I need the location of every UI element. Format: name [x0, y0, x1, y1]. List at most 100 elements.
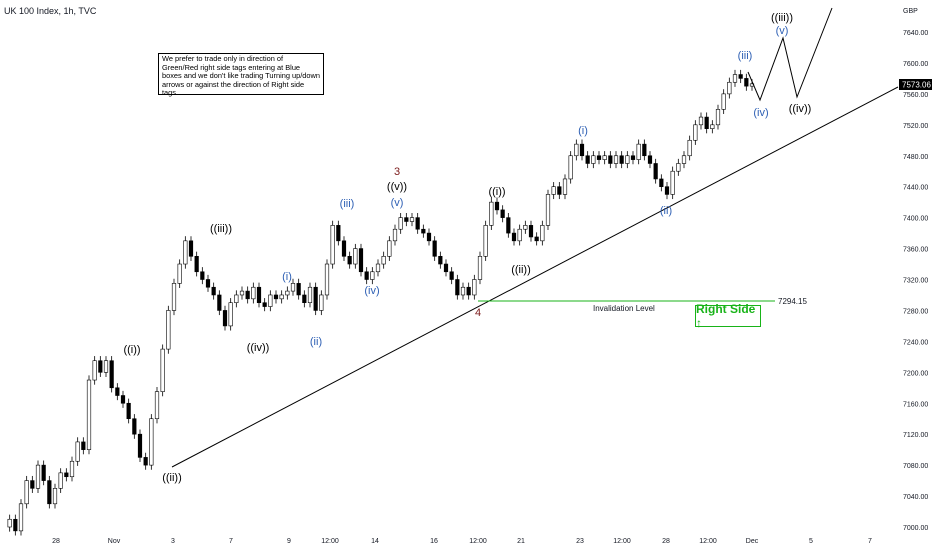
candle-body	[222, 310, 228, 327]
price-tick-label: 7640.00	[903, 30, 928, 37]
candle-body	[670, 170, 675, 195]
candle-body	[285, 290, 290, 296]
candle-body	[296, 283, 301, 296]
candle-body	[205, 279, 211, 288]
candle-body	[217, 294, 222, 311]
wave-label: ((iv))	[789, 103, 812, 115]
candle-body	[120, 395, 126, 404]
projection-path	[747, 7, 833, 102]
price-tick-label: 7400.00	[903, 216, 928, 223]
wave-label: 4	[475, 307, 481, 319]
price-tick-label: 7000.00	[903, 525, 928, 532]
candle-body	[449, 271, 454, 280]
wave-label: (iv)	[753, 107, 768, 119]
candle-body	[302, 294, 307, 304]
candle-body	[483, 225, 488, 257]
candle-body	[421, 228, 426, 234]
candle-body	[171, 283, 177, 311]
time-tick-label: 23	[576, 538, 584, 545]
candle-body	[103, 360, 109, 373]
time-tick-label: 16	[430, 538, 438, 545]
time-axis: 28 Nov 3 7 9 12:00 14 16 12:00 21 23 12:00 28 12:00 De…	[52, 538, 872, 545]
candle-body	[336, 225, 341, 242]
candle-body	[347, 255, 352, 265]
candle-body	[81, 441, 86, 450]
candle-body	[426, 232, 432, 242]
wave-label: ((iii))	[210, 223, 232, 235]
time-tick-label: Dec	[746, 538, 759, 545]
candle-body	[177, 263, 182, 284]
candle-body	[687, 139, 692, 157]
candle-body	[693, 124, 698, 141]
candle-body	[528, 225, 534, 238]
price-tick-label: 7280.00	[903, 308, 928, 315]
wave-label: (v)	[391, 197, 404, 209]
candles	[7, 69, 755, 536]
candle-body	[721, 93, 726, 110]
invalidation-value: 7294.15	[778, 297, 807, 306]
wave-label: (ii)	[310, 336, 322, 348]
candle-body	[30, 480, 35, 489]
time-tick-label: 21	[517, 538, 525, 545]
candle-body	[500, 209, 505, 218]
candle-body	[137, 433, 143, 458]
time-tick-label: 5	[809, 538, 813, 545]
candle-body	[92, 360, 97, 381]
candle-body	[591, 155, 596, 164]
time-tick-label: Nov	[108, 538, 121, 545]
time-tick-label: 12:00	[321, 538, 339, 545]
candle-body	[698, 116, 704, 126]
time-tick-label: 12:00	[699, 538, 717, 545]
time-tick-label: 12:00	[613, 538, 631, 545]
candle-body	[574, 143, 579, 157]
wave-label: ((ii))	[162, 472, 182, 484]
candle-body	[472, 279, 477, 296]
price-tick-label: 7320.00	[903, 278, 928, 285]
candle-body	[58, 472, 63, 489]
wave-label: ((i))	[123, 344, 140, 356]
candle-body	[256, 286, 262, 304]
candle-body	[307, 286, 313, 304]
candle-body	[477, 255, 483, 280]
candle-body	[732, 74, 738, 83]
price-tick-label: 7520.00	[903, 123, 928, 130]
candle-body	[160, 348, 165, 392]
candle-body	[166, 310, 171, 350]
candle-body	[149, 418, 154, 466]
time-tick-label: 28	[662, 538, 670, 545]
price-tick-label: 7600.00	[903, 61, 928, 68]
candle-body	[659, 178, 664, 187]
wave-labels: ((i)) ((ii)) ((iii)) ((iv)) (i) (ii) (iii) (iv)…	[123, 12, 811, 484]
candle-body	[710, 124, 715, 129]
wave-label: (v)	[776, 25, 789, 37]
candle-body	[47, 480, 52, 505]
candle-body	[613, 155, 619, 164]
wave-label: ((i))	[488, 186, 505, 198]
price-tick-label: 7240.00	[903, 339, 928, 346]
price-tick-label: 7480.00	[903, 154, 928, 161]
candle-body	[324, 263, 330, 296]
wave-label: 3	[394, 166, 400, 178]
candle-body	[727, 81, 732, 95]
candle-body	[636, 143, 641, 160]
candle-body	[494, 201, 500, 211]
candle-body	[245, 290, 250, 300]
candle-body	[188, 240, 194, 257]
candle-body	[517, 228, 522, 242]
candle-body	[24, 480, 29, 505]
wave-label: (ii)	[660, 205, 672, 217]
candle-body	[443, 263, 449, 273]
candle-body	[200, 271, 205, 280]
candle-body	[35, 464, 41, 489]
price-tick-label: 7560.00	[903, 92, 928, 99]
candle-body	[398, 217, 403, 230]
wave-label: ((ii))	[511, 264, 531, 276]
candle-body	[41, 464, 46, 481]
price-tick-label: 7120.00	[903, 432, 928, 439]
candle-body	[545, 194, 551, 226]
candle-body	[239, 290, 245, 296]
candle-body	[319, 294, 324, 311]
wave-label: (i)	[282, 271, 292, 283]
candle-body	[290, 283, 296, 292]
